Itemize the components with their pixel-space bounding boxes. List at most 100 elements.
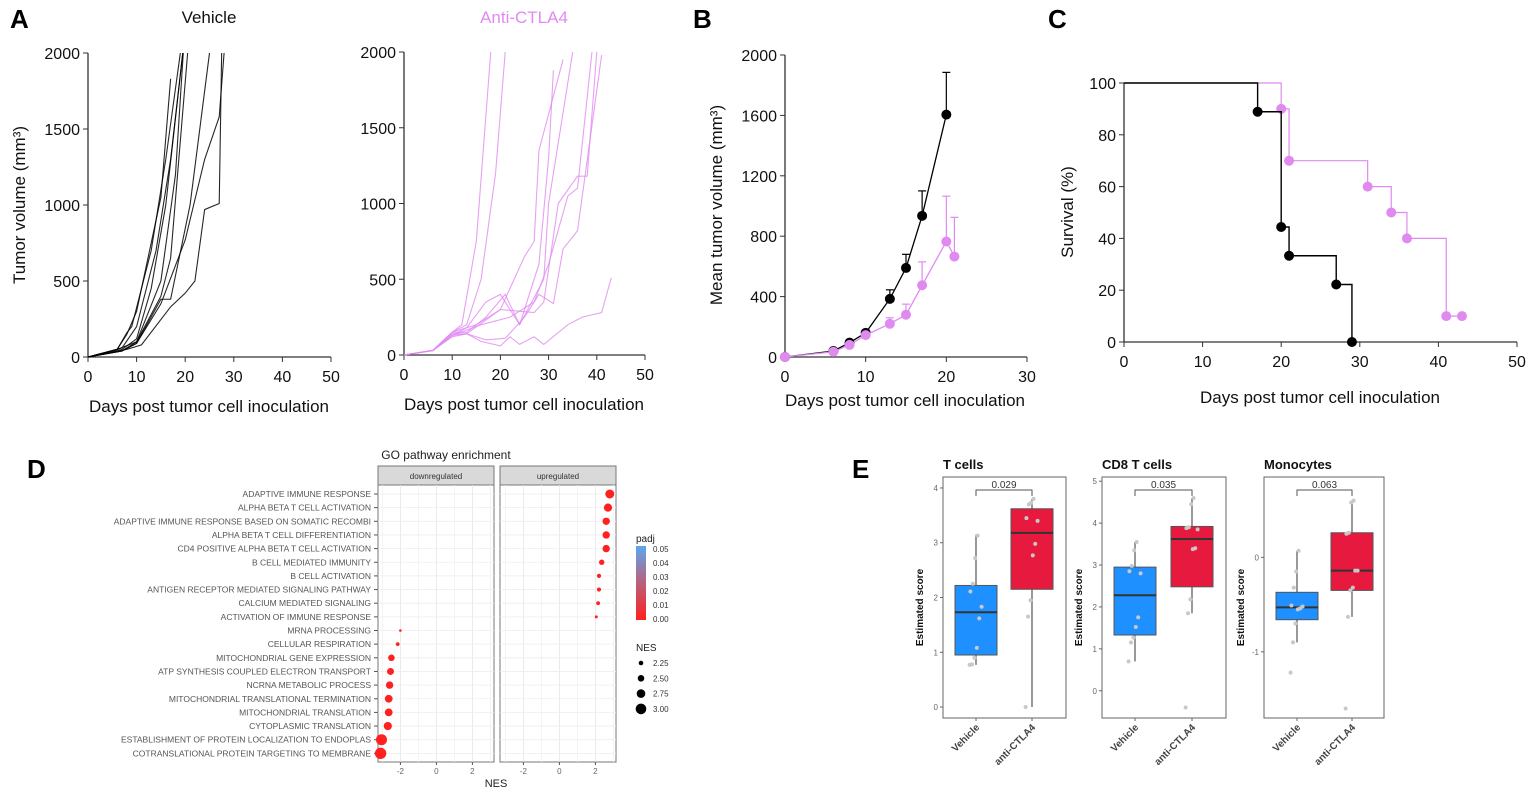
e-t-cells-box-vehicle (954, 584, 998, 656)
e-cd8-t-cells-y-tick-label: 1 (1093, 645, 1098, 654)
e-t-cells-x-tick-label: Vehicle (950, 722, 982, 754)
b-y-tick-label: 800 (750, 229, 777, 246)
c-ylabel: Survival (%) (1058, 166, 1077, 258)
c-censor-point-anti_ctla4 (1386, 207, 1397, 218)
a-vehicle-x-tick-label: 50 (322, 369, 340, 386)
e-cd8-t-cells-data-point (1134, 539, 1139, 544)
e-t-cells-box-anti-ctla4 (1010, 508, 1054, 590)
d-pathway-label: CELLULAR RESPIRATION (268, 639, 371, 649)
c-censor-point-anti_ctla4 (1362, 181, 1373, 192)
d-point (603, 503, 613, 512)
c-survival-step-anti_ctla4 (1124, 82, 1462, 317)
e-monocytes-data-point (1343, 706, 1348, 711)
e-cd8-t-cells-data-point (1138, 571, 1143, 576)
a-anti-y-tick-label: 1500 (360, 121, 396, 138)
b-y-tick-label: 400 (750, 290, 777, 307)
b-point-anti_ctla4 (860, 330, 871, 341)
d-pathway-label: COTRANSLATIONAL PROTEIN TARGETING TO MEM… (133, 748, 372, 758)
e-cd8-t-cells-data-point (1131, 635, 1136, 640)
b-point-anti_ctla4 (828, 346, 839, 357)
a-anti-y-tick-label: 0 (387, 348, 396, 365)
e-cd8-t-cells-data-point (1129, 563, 1134, 568)
e-cd8-t-cells-box-vehicle (1113, 566, 1157, 636)
e-cd8-t-cells-data-point (1195, 527, 1200, 532)
d-facet-label-downregulated: downregulated (410, 472, 462, 481)
e-t-cells-y-tick-label: 1 (934, 648, 939, 657)
d-legend-padj-tick: 0.03 (653, 573, 669, 582)
a-vehicle-mouse-line (87, 78, 172, 358)
a-anti-mouse-line (403, 51, 492, 356)
e-cd8-t-cells-data-point (1132, 548, 1137, 553)
d-point (599, 559, 605, 565)
c-censor-point-anti_ctla4 (1456, 311, 1467, 322)
d-legend-size-dot (638, 660, 644, 666)
a-anti-y-tick-label: 2000 (360, 45, 396, 62)
e-t-cells-data-point (1030, 553, 1035, 558)
a-anti-x-tick-label: 0 (400, 367, 409, 384)
d-point (596, 573, 602, 579)
d-legend-colorbar (636, 546, 646, 620)
d-title: GO pathway enrichment (381, 448, 511, 462)
d-pathway-label: ACTIVATION OF IMMUNE RESPONSE (221, 612, 372, 622)
e-cd8-t-cells-data-point (1136, 615, 1141, 620)
e-t-cells-ylabel: Estimated score (915, 568, 926, 646)
d-x-tick-label: 0 (434, 767, 439, 776)
e-t-cells-significance-bracket (975, 489, 1033, 496)
c-censor-point-anti_ctla4 (1441, 311, 1452, 322)
d-pathway-label: B CELL ACTIVATION (290, 571, 371, 581)
b-ylabel: Mean tumor volume (mm³) (707, 105, 726, 305)
a-vehicle-y-tick-label: 1000 (44, 198, 80, 215)
a-anti-mouse-line (403, 277, 612, 356)
b-y-tick-label: 1200 (741, 169, 777, 186)
d-pathway-label: CYTOPLASMIC TRANSLATION (249, 721, 371, 731)
e-t-cells-data-point (975, 533, 980, 538)
b-point-vehicle (901, 262, 911, 273)
d-legend-padj-tick: 0.05 (653, 545, 669, 554)
a-vehicle-y-tick-label: 500 (53, 274, 80, 291)
e-cd8-t-cells-y-tick-label: 2 (1093, 603, 1098, 612)
a-anti-y-tick-label: 1000 (360, 197, 396, 214)
d-pathway-label: ADAPTIVE IMMUNE RESPONSE (243, 489, 372, 499)
e-cd8-t-cells-title: CD8 T cells (1102, 457, 1172, 472)
e-t-cells-y-tick-label: 2 (934, 594, 939, 603)
d-legend-size-dot (636, 689, 646, 698)
b-point-anti_ctla4 (844, 339, 855, 350)
c-x-tick-label: 30 (1351, 354, 1369, 371)
c-x-tick-label: 50 (1508, 354, 1526, 371)
d-xlabel: NES (485, 778, 508, 790)
e-cd8-t-cells-data-point (1189, 502, 1194, 507)
a-anti-mouse-line (403, 51, 593, 356)
a-vehicle-x-tick-label: 0 (84, 369, 93, 386)
e-t-cells-data-point (1033, 541, 1038, 546)
d-point (605, 489, 615, 499)
a-vehicle-title: Vehicle (182, 8, 237, 27)
d-legend-padj-tick: 0.02 (653, 587, 669, 596)
e-monocytes-y-tick-label: 0 (1255, 553, 1260, 562)
c-censor-point-vehicle (1331, 279, 1342, 290)
e-monocytes-data-point (1291, 640, 1295, 645)
d-point (374, 747, 387, 760)
e-t-cells-y-tick-label: 0 (934, 703, 939, 712)
e-t-cells-title: T cells (943, 457, 983, 472)
d-point (602, 531, 610, 539)
e-cd8-t-cells-data-point (1183, 705, 1188, 710)
a-vehicle-y-tick-label: 2000 (44, 46, 80, 63)
d-point (383, 721, 392, 731)
e-monocytes-data-point (1348, 588, 1353, 593)
a-anti-mouse-line (403, 51, 598, 356)
b-x-tick-label: 20 (937, 369, 955, 386)
e-cd8-t-cells-data-point (1133, 625, 1138, 630)
c-xlabel: Days post tumor cell inoculation (1200, 388, 1440, 407)
e-t-cells-data-point (1023, 705, 1028, 710)
d-pathway-label: MRNA PROCESSING (287, 626, 371, 636)
e-t-cells-data-point (1028, 598, 1033, 603)
e-t-cells-data-point (970, 581, 975, 586)
d-pathway-label: NCRNA METABOLIC PROCESS (246, 680, 371, 690)
e-t-cells-data-point (972, 655, 977, 660)
e-monocytes-x-tick-label: Vehicle (1271, 722, 1303, 754)
e-cd8-t-cells-data-point (1127, 569, 1132, 574)
e-monocytes-data-point (1346, 614, 1350, 619)
d-point (387, 667, 394, 675)
e-cd8-t-cells-data-point (1193, 546, 1198, 551)
a-vehicle-mouse-line (87, 52, 189, 358)
